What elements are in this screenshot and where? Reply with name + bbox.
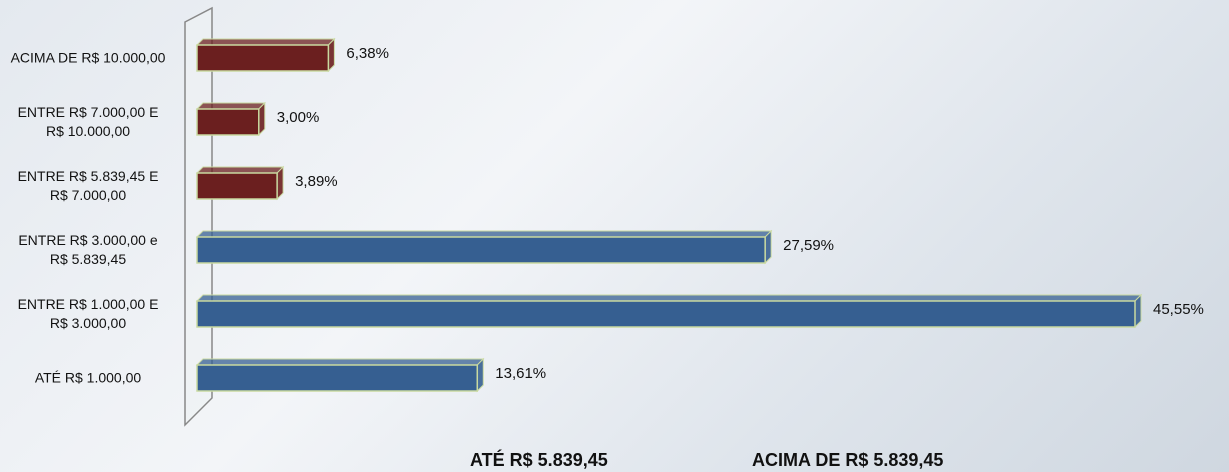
bar-top (195, 166, 285, 174)
category-label: ENTRE R$ 5.839,45 E R$ 7.000,00 (17, 168, 159, 203)
category-label: ENTRE R$ 7.000,00 E R$ 10.000,00 (17, 104, 159, 139)
bar-top (195, 38, 336, 46)
category-label: ATÉ R$ 1.000,00 (34, 369, 142, 386)
bar-top (195, 230, 773, 238)
bar (196, 300, 1136, 328)
bar (196, 364, 479, 392)
value-label: 3,00% (277, 109, 320, 126)
value-label: 6,38% (346, 45, 389, 62)
bar-top (195, 102, 266, 110)
bar (196, 44, 330, 72)
bar-side (476, 357, 484, 393)
bar-top (195, 358, 485, 366)
bar (196, 172, 278, 200)
value-label: 45,55% (1153, 301, 1204, 318)
legend-entry: ACIMA DE R$ 5.839,45 (752, 450, 943, 470)
bar-side (258, 101, 266, 137)
legend-entry: ATÉ R$ 5.839,45 (470, 449, 608, 470)
category-label: ACIMA DE R$ 10.000,00 (10, 49, 166, 66)
bar-top (195, 294, 1143, 302)
bar-side (276, 165, 284, 201)
bar-side (1134, 293, 1142, 329)
value-label: 27,59% (783, 237, 834, 254)
bar-side (327, 37, 335, 73)
category-label: ENTRE R$ 1.000,00 E R$ 3.000,00 (17, 296, 159, 331)
bar-side (764, 229, 772, 265)
bar (196, 108, 260, 136)
value-label: 13,61% (495, 365, 546, 382)
bar (196, 236, 766, 264)
value-label: 3,89% (295, 173, 338, 190)
category-label: ENTRE R$ 3.000,00 e R$ 5.839,45 (18, 232, 158, 267)
